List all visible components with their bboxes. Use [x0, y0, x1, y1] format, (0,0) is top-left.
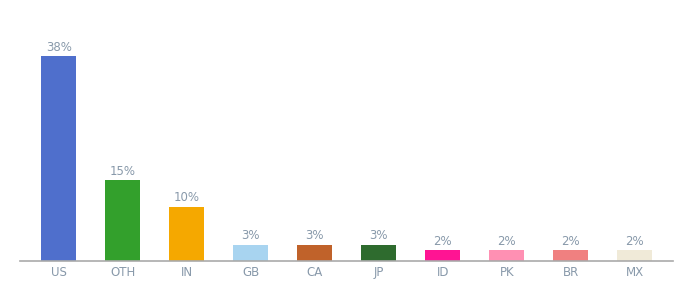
Text: 2%: 2% — [498, 235, 516, 248]
Bar — [425, 250, 460, 261]
Text: 38%: 38% — [46, 40, 71, 54]
Text: 2%: 2% — [562, 235, 580, 248]
Bar — [554, 250, 588, 261]
Bar — [617, 250, 652, 261]
Text: 3%: 3% — [241, 229, 260, 242]
Bar — [233, 245, 269, 261]
Text: 2%: 2% — [433, 235, 452, 248]
Bar — [41, 56, 76, 261]
Text: 3%: 3% — [369, 229, 388, 242]
Text: 15%: 15% — [109, 164, 136, 178]
Text: 10%: 10% — [174, 191, 200, 204]
Bar — [105, 180, 140, 261]
Bar — [169, 207, 205, 261]
Text: 2%: 2% — [626, 235, 644, 248]
Bar — [361, 245, 396, 261]
Bar — [297, 245, 333, 261]
Bar — [489, 250, 524, 261]
Text: 3%: 3% — [305, 229, 324, 242]
